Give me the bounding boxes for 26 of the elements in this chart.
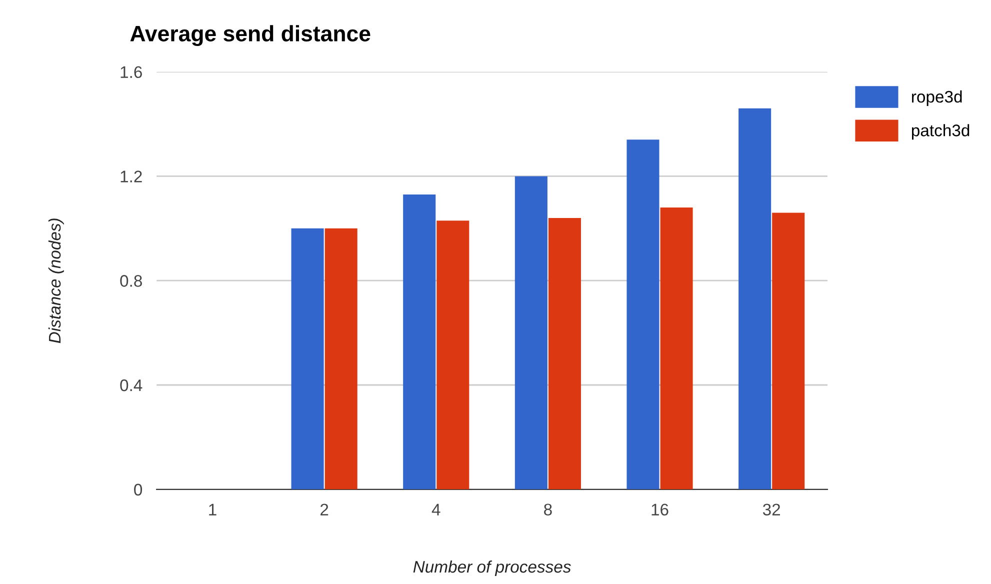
bar — [772, 212, 805, 490]
y-axis-title: Distance (nodes) — [48, 218, 64, 344]
x-tick-label: 1 — [209, 504, 216, 516]
chart-title: Average send distance — [130, 25, 370, 46]
bar — [660, 208, 693, 490]
legend-label: rope3d — [912, 90, 962, 106]
legend-label: patch3d — [912, 124, 970, 140]
bar — [738, 108, 772, 490]
bar — [548, 218, 581, 490]
x-tick-label: 32 — [762, 504, 780, 516]
bar — [436, 220, 470, 490]
x-axis-title: Number of processes — [413, 560, 571, 576]
y-tick-label: 0 — [134, 484, 142, 496]
y-tick-label: 0.4 — [120, 379, 142, 392]
x-tick-label: 8 — [544, 504, 552, 516]
bar — [626, 140, 660, 490]
bar — [291, 228, 324, 490]
x-tick-label: 2 — [320, 504, 328, 516]
y-tick-label: 1.6 — [120, 66, 142, 78]
bar — [514, 176, 548, 490]
x-tick-label: 4 — [432, 504, 440, 516]
y-tick-label: 1.2 — [120, 170, 142, 182]
bar — [403, 194, 436, 490]
bar — [324, 228, 358, 490]
x-tick-label: 16 — [652, 504, 668, 516]
y-tick-label: 0.8 — [120, 275, 142, 287]
